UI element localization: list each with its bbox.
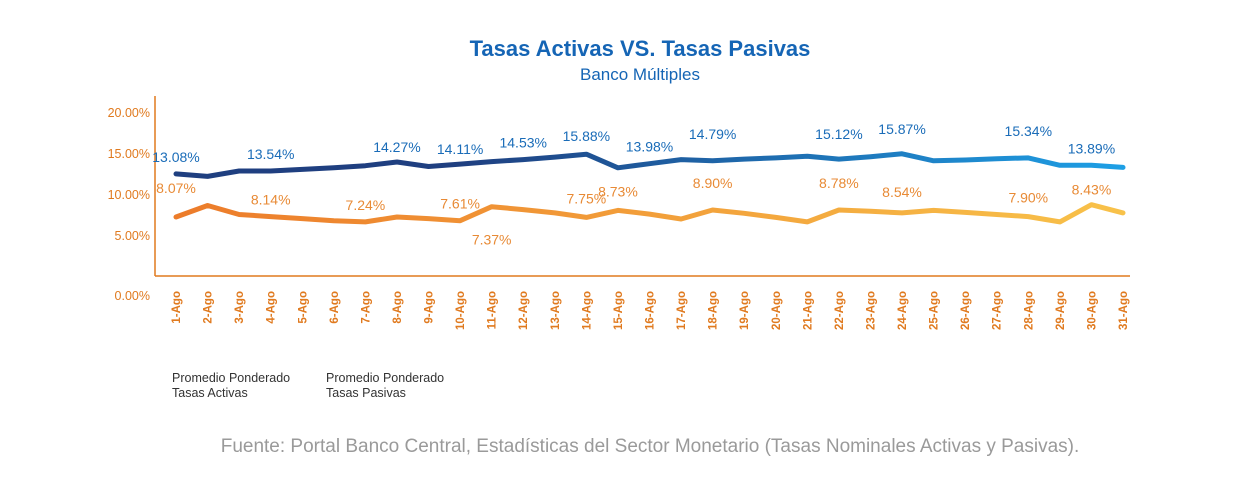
chart-title: Tasas Activas VS. Tasas Pasivas — [470, 36, 811, 61]
x-tick-label: 6-Ago — [329, 291, 341, 324]
data-label: 8.54% — [882, 184, 922, 200]
y-tick-label: 0.00% — [115, 289, 150, 303]
x-tick-label: 8-Ago — [392, 291, 404, 324]
legend-label-passive-line1: Promedio Ponderado — [326, 371, 444, 385]
data-label: 7.37% — [472, 232, 512, 248]
data-label: 14.11% — [437, 141, 483, 157]
series-layer — [173, 151, 1126, 225]
y-axis: 0.00% 5.00% 10.00% 15.00% 20.00% — [108, 96, 156, 303]
data-label: 14.53% — [499, 135, 546, 151]
y-tick-label: 15.00% — [108, 147, 150, 161]
data-label: 8.14% — [251, 192, 291, 208]
data-label: 15.87% — [878, 121, 925, 137]
data-label: 13.54% — [247, 146, 294, 162]
x-tick-label: 14-Ago — [581, 291, 593, 330]
x-tick-label: 18-Ago — [708, 291, 720, 330]
x-tick-label: 30-Ago — [1086, 291, 1098, 330]
x-tick-label: 24-Ago — [897, 291, 909, 330]
x-tick-label: 11-Ago — [487, 291, 499, 329]
x-tick-label: 29-Ago — [1055, 291, 1067, 330]
x-tick-label: 4-Ago — [266, 291, 278, 324]
y-tick-label: 5.00% — [115, 229, 150, 243]
legend-label-active-line1: Promedio Ponderado — [172, 371, 290, 385]
data-label: 15.34% — [1005, 123, 1052, 139]
legend-item-active: Promedio Ponderado Tasas Activas — [172, 354, 290, 400]
x-tick-label: 26-Ago — [960, 291, 972, 330]
data-label: 8.07% — [156, 180, 196, 196]
x-tick-label: 15-Ago — [613, 291, 625, 330]
data-label: 7.24% — [346, 197, 386, 213]
legend-label-active-line2: Tasas Activas — [172, 386, 248, 400]
data-label: 8.43% — [1072, 182, 1112, 198]
x-tick-label: 20-Ago — [771, 291, 783, 330]
x-tick-label: 23-Ago — [865, 291, 877, 330]
x-tick-label: 16-Ago — [645, 291, 657, 330]
data-label: 8.90% — [693, 175, 733, 191]
data-label: 13.89% — [1068, 140, 1115, 156]
x-tick-label: 5-Ago — [297, 291, 309, 324]
data-label: 15.12% — [815, 126, 862, 142]
x-tick-label: 3-Ago — [234, 291, 246, 324]
x-tick-label: 17-Ago — [676, 291, 688, 330]
x-tick-label: 22-Ago — [834, 291, 846, 330]
x-tick-label: 10-Ago — [455, 291, 467, 330]
x-axis: 1-Ago 2-Ago 3-Ago 4-Ago 5-Ago 6-Ago 7-Ago 8-Ago… — [155, 275, 1130, 330]
x-tick-label: 7-Ago — [360, 291, 372, 324]
x-tick-label: 12-Ago — [518, 291, 530, 330]
data-label: 8.73% — [598, 183, 638, 199]
data-label: 13.08% — [152, 149, 199, 165]
source-note: Fuente: Portal Banco Central, Estadístic… — [221, 436, 1080, 457]
data-label: 14.27% — [373, 139, 420, 155]
legend-label-passive-line2: Tasas Pasivas — [326, 386, 406, 400]
x-tick-label: 25-Ago — [929, 291, 941, 330]
data-label: 15.88% — [563, 128, 610, 144]
x-tick-label: 1-Ago — [171, 291, 183, 324]
data-label: 7.90% — [1008, 190, 1048, 206]
series-line-tasas-activas — [173, 151, 1126, 179]
data-label: 7.75% — [567, 190, 607, 206]
y-tick-label: 20.00% — [108, 106, 150, 120]
data-label: 7.61% — [440, 196, 480, 212]
data-label: 8.78% — [819, 175, 859, 191]
x-tick-label: 21-Ago — [802, 291, 814, 330]
y-tick-label: 10.00% — [108, 188, 150, 202]
x-tick-label: 28-Ago — [1023, 291, 1035, 330]
x-tick-label: 2-Ago — [203, 291, 215, 324]
legend-item-passive: Promedio Ponderado Tasas Pasivas — [326, 354, 444, 400]
data-label-layer: 13.08% 13.54% 14.27% 14.11% 14.53% 15.88% 13.9… — [152, 121, 1115, 248]
series-line-tasas-pasivas — [173, 202, 1126, 225]
x-tick-label: 31-Ago — [1118, 291, 1130, 330]
data-label: 14.79% — [689, 126, 736, 142]
legend: Promedio Ponderado Tasas Activas Promedi… — [172, 354, 444, 400]
chart-subtitle: Banco Múltiples — [580, 65, 700, 84]
x-tick-label: 19-Ago — [739, 291, 751, 330]
x-tick-label: 9-Ago — [424, 291, 436, 324]
x-tick-label: 13-Ago — [550, 291, 562, 330]
data-label: 13.98% — [626, 139, 673, 155]
x-tick-label: 27-Ago — [992, 291, 1004, 330]
